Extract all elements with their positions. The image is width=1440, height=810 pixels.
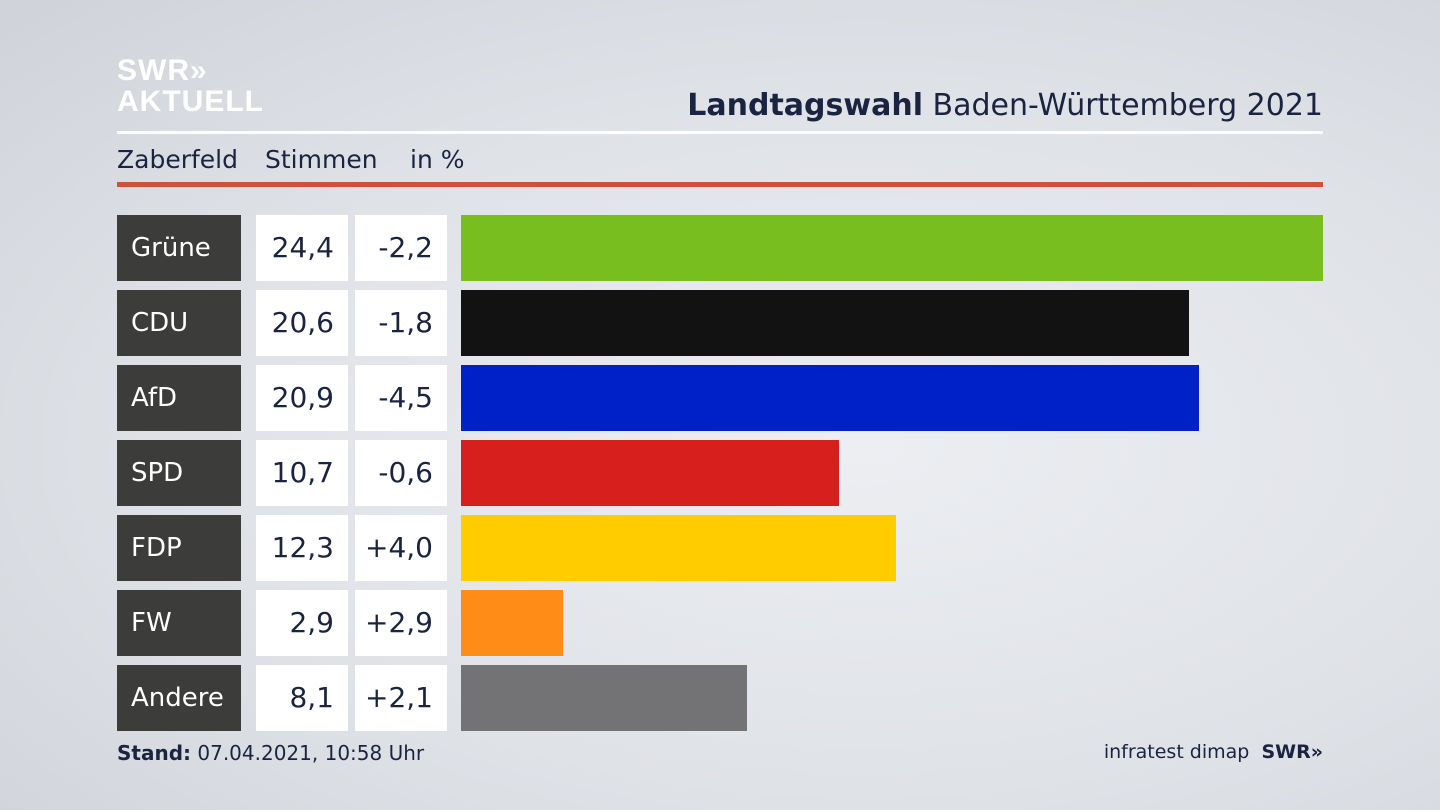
timestamp: Stand: 07.04.2021, 10:58 Uhr bbox=[117, 741, 424, 765]
stand-label: Stand: bbox=[117, 741, 192, 765]
value-label: 12,3 bbox=[256, 515, 348, 581]
unit-label: in % bbox=[410, 145, 465, 174]
value-label: 10,7 bbox=[256, 440, 348, 506]
divider-red bbox=[117, 182, 1323, 187]
diff-label: +2,1 bbox=[355, 665, 447, 731]
diff-label: -4,5 bbox=[355, 365, 447, 431]
title-rest: Baden-Württemberg 2021 bbox=[922, 88, 1323, 123]
bar bbox=[461, 665, 748, 731]
bar-row: AfD 20,9 -4,5 bbox=[117, 365, 1323, 431]
value-label: 20,9 bbox=[256, 365, 348, 431]
bar bbox=[461, 590, 564, 656]
source-credit: infratest dimap SWR» bbox=[1104, 741, 1323, 763]
diff-label: +4,0 bbox=[355, 515, 447, 581]
value-label: 2,9 bbox=[256, 590, 348, 656]
bar bbox=[461, 365, 1200, 431]
diff-label: +2,9 bbox=[355, 590, 447, 656]
bar bbox=[461, 440, 839, 506]
value-label: 8,1 bbox=[256, 665, 348, 731]
value-label: 24,4 bbox=[256, 215, 348, 281]
party-label: AfD bbox=[117, 365, 241, 431]
bar-row: FDP 12,3 +4,0 bbox=[117, 515, 1323, 581]
title-bold: Landtagswahl bbox=[687, 88, 923, 123]
bar bbox=[461, 515, 896, 581]
district-label: Zaberfeld bbox=[117, 145, 238, 174]
party-label: FDP bbox=[117, 515, 241, 581]
divider-white bbox=[117, 131, 1323, 134]
diff-label: -2,2 bbox=[355, 215, 447, 281]
stand-value: 07.04.2021, 10:58 Uhr bbox=[191, 741, 425, 765]
value-label: 20,6 bbox=[256, 290, 348, 356]
bar-row: FW 2,9 +2,9 bbox=[117, 590, 1323, 656]
swr-logo: SWR» bbox=[1261, 741, 1323, 763]
logo-line2: AKTUELL bbox=[117, 85, 264, 118]
bar-row: SPD 10,7 -0,6 bbox=[117, 440, 1323, 506]
source-label: infratest dimap bbox=[1103, 741, 1250, 763]
swr-aktuell-logo: SWR» AKTUELL bbox=[117, 55, 264, 117]
bar bbox=[461, 290, 1189, 356]
party-label: Andere bbox=[117, 665, 241, 731]
party-label: FW bbox=[117, 590, 241, 656]
party-label: Grüne bbox=[117, 215, 241, 281]
stimmen-label: Stimmen bbox=[265, 145, 378, 174]
chart-title: Landtagswahl Baden-Württemberg 2021 bbox=[687, 88, 1323, 123]
diff-label: -0,6 bbox=[355, 440, 447, 506]
logo-line1: SWR» bbox=[117, 54, 208, 87]
bar-row: Grüne 24,4 -2,2 bbox=[117, 215, 1323, 281]
bar bbox=[461, 215, 1323, 281]
bar-row: CDU 20,6 -1,8 bbox=[117, 290, 1323, 356]
bar-row: Andere 8,1 +2,1 bbox=[117, 665, 1323, 731]
diff-label: -1,8 bbox=[355, 290, 447, 356]
party-label: CDU bbox=[117, 290, 241, 356]
party-label: SPD bbox=[117, 440, 241, 506]
